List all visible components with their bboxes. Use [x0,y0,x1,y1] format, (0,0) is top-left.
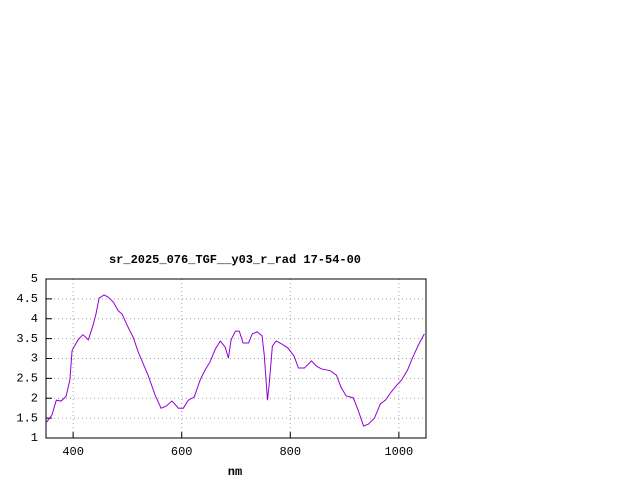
y-tick-label: 4.5 [16,292,38,306]
x-axis-label: nm [228,465,242,479]
y-tick-label: 3.5 [16,332,38,346]
plot-frame [45,278,427,439]
y-tick-label: 5 [31,272,38,286]
y-tick-label: 3 [31,352,38,366]
y-tick-label: 1 [31,431,38,445]
y-tick-label: 2.5 [16,372,38,386]
data-line [45,294,425,427]
y-tick-label: 2 [31,391,38,405]
x-tick-label: 800 [279,445,301,459]
x-tick-label: 1000 [384,445,413,459]
chart-title: sr_2025_076_TGF__y03_r_rad 17-54-00 [109,253,361,267]
x-tick-label: 400 [62,445,84,459]
x-tick-label: 600 [171,445,193,459]
y-tick-label: 1.5 [16,411,38,425]
y-tick-label: 4 [31,312,38,326]
